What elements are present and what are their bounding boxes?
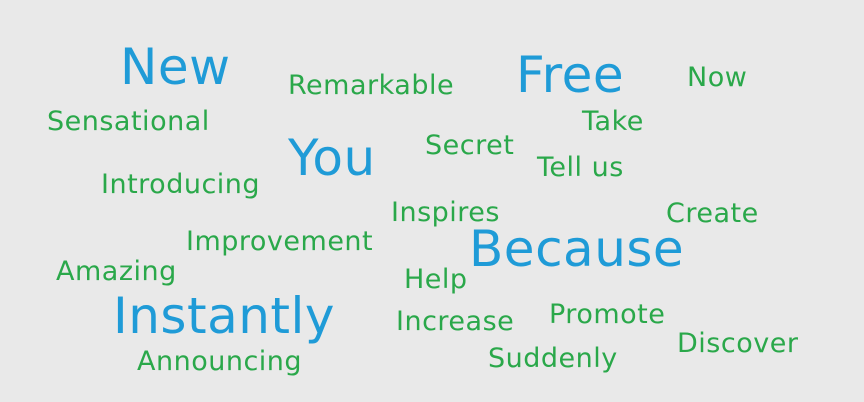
word-you: You [288,129,376,187]
word-because: Because [469,220,685,278]
word-new: New [120,38,231,96]
word-now: Now [687,62,748,93]
word-remarkable: Remarkable [288,70,455,101]
word-discover: Discover [677,328,799,359]
word-inspires: Inspires [391,197,500,228]
word-secret: Secret [425,130,515,161]
word-help: Help [404,264,468,295]
word-suddenly: Suddenly [488,343,618,374]
word-free: Free [516,46,625,104]
word-create: Create [666,198,759,229]
word-take: Take [582,106,644,137]
word-increase: Increase [396,306,515,337]
word-instantly: Instantly [113,287,336,345]
word-announcing: Announcing [137,346,303,377]
word-sensational: Sensational [47,106,210,137]
word-amazing: Amazing [56,256,177,287]
word-promote: Promote [549,299,666,330]
word-tell-us: Tell us [537,152,624,183]
word-introducing: Introducing [101,169,261,200]
word-improvement: Improvement [186,226,374,257]
